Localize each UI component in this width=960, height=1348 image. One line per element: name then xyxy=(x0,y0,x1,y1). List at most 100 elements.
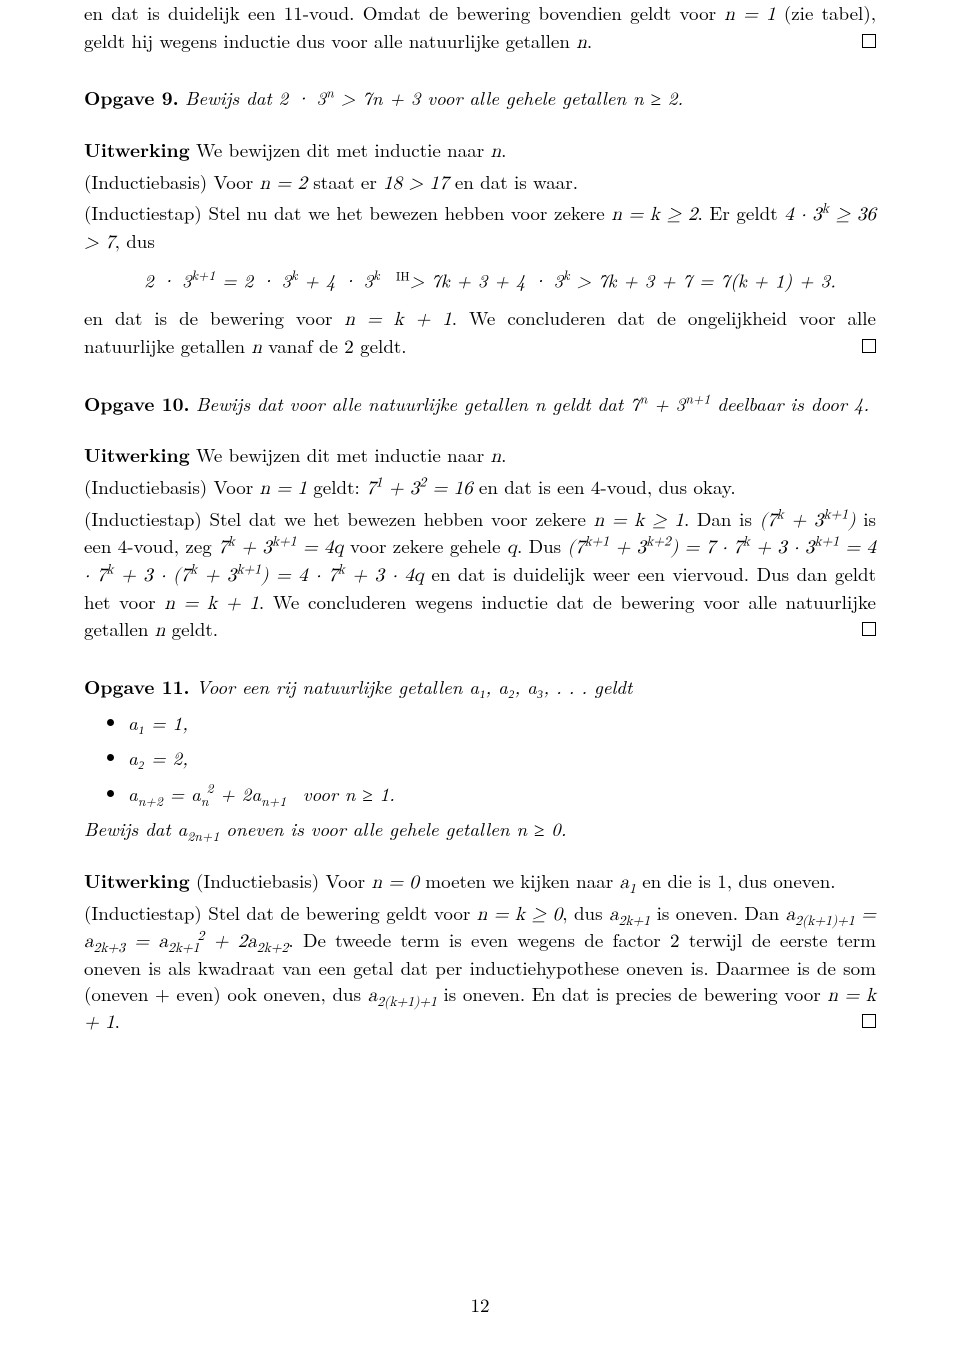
math: n = k ≥ 1 xyxy=(594,511,684,530)
inductiestap: (Inductiestap) Stel dat de bewering geld… xyxy=(84,900,876,1036)
qed-box xyxy=(862,622,876,636)
text: Bewijs dat voor alle natuurlijke getalle… xyxy=(196,390,535,417)
math: n = k ≥ 2 xyxy=(611,205,697,224)
display-equation: 2 · 3k+1 = 2 · 3k + 4 · 3k IH> 7k + 3 + … xyxy=(144,267,876,293)
math: n xyxy=(491,447,502,466)
math: n = k + 1 xyxy=(164,594,259,613)
qed-box xyxy=(862,1014,876,1028)
uitwerking-line: Uitwerking We bewijzen dit met inductie … xyxy=(84,137,876,165)
text: geldt xyxy=(587,673,632,700)
inductiebasis: (Inductiebasis) Voor n = 2 staat er 18 >… xyxy=(84,169,876,197)
text: Voor een rij natuurlijke getallen xyxy=(196,673,469,700)
math: n = k ≥ 0 xyxy=(477,905,562,924)
text: en dat is waar. xyxy=(449,168,578,195)
opgave-10: Opgave 10. Bewijs dat voor alle natuurli… xyxy=(84,391,876,417)
text: (Inductiebasis) Voor xyxy=(84,168,260,195)
math: 71 + 32 = 16 xyxy=(366,479,473,498)
opgave-9-statement: Opgave 9. Bewijs dat 2 · 3n > 7n + 3 voo… xyxy=(84,85,876,111)
text: We bewijzen dit met inductie naar xyxy=(190,136,491,163)
math: a2k+1 xyxy=(609,905,650,924)
sup: n xyxy=(326,83,334,102)
text: voor alle gehele getallen xyxy=(421,84,634,111)
text: voor zekere gehele xyxy=(344,532,507,559)
ih-label: IH xyxy=(396,266,410,284)
math: 18 > 17 xyxy=(383,174,448,193)
text: (Inductiestap) Stel dat de bewering geld… xyxy=(84,899,477,926)
conclusion: en dat is de bewering voor n = k + 1. We… xyxy=(84,305,876,360)
uitwerking-label: Uitwerking xyxy=(84,440,190,468)
text: (Inductiebasis) Voor xyxy=(84,473,260,500)
math: (7k + 3k+1) xyxy=(760,511,856,530)
inductiestap: (Inductiestap) Stel nu dat we het beweze… xyxy=(84,200,876,255)
text: . xyxy=(561,815,567,842)
text: . Dan is xyxy=(684,505,760,532)
text: geldt: xyxy=(307,473,366,500)
text: is oneven. En dat is precies de bewering… xyxy=(437,980,828,1007)
text: (Inductiestap) Stel nu dat we het beweze… xyxy=(84,199,611,226)
text: moeten we kijken naar xyxy=(419,867,620,894)
text: . xyxy=(115,1007,120,1034)
math: 7 xyxy=(630,390,640,417)
text: (Inductiestap) Stel dat we het bewezen h… xyxy=(84,505,594,532)
math: n xyxy=(535,390,546,417)
text: We bewijzen dit met inductie naar xyxy=(190,441,491,468)
opgave-11-list: a₁ = 1, a₂ = 2, an+2 = an2 + 2an+1 voor … xyxy=(128,710,876,807)
math: 7k + 3k+1 = 4q xyxy=(218,538,343,557)
text: staat er xyxy=(307,168,383,195)
opgave-label: Opgave 9. xyxy=(84,83,179,111)
page: en dat is duidelijk een 11-voud. Omdat d… xyxy=(0,0,960,1348)
math: n xyxy=(155,621,166,640)
math: n ≥ 2 xyxy=(633,84,677,111)
text: . xyxy=(587,27,592,54)
math: n = 0 xyxy=(371,873,418,892)
text: oneven is voor alle gehele getallen xyxy=(219,815,516,842)
intro-block: en dat is duidelijk een 11-voud. Omdat d… xyxy=(84,0,876,59)
text: . xyxy=(501,136,506,163)
list-item: a₁ = 1, xyxy=(128,710,876,736)
qed-box xyxy=(862,34,876,48)
text: geldt. xyxy=(165,615,218,642)
uitwerking-line: Uitwerking We bewijzen dit met inductie … xyxy=(84,442,876,470)
qed-box xyxy=(862,339,876,353)
opgave-9-uitwerking: Uitwerking We bewijzen dit met inductie … xyxy=(84,137,876,365)
math: n xyxy=(491,142,502,161)
text: . xyxy=(501,441,506,468)
text: is oneven. Dan xyxy=(650,899,785,926)
uitwerking-label: Uitwerking xyxy=(84,135,190,163)
text: en dat is duidelijk een 11-voud. Omdat d… xyxy=(84,0,724,26)
text: Bewijs dat xyxy=(84,815,178,842)
math: a1 xyxy=(620,873,636,892)
text: vanaf de 2 geldt. xyxy=(262,332,407,359)
math: n = 1 xyxy=(724,5,775,24)
math: > 7n + 3 xyxy=(334,84,421,111)
opgave-11-uitwerking: Uitwerking (Inductiebasis) Voor n = 0 mo… xyxy=(84,868,876,1040)
list-item: an+2 = an2 + 2an+1 voor n ≥ 1. xyxy=(128,781,876,807)
text: en dat is de bewering voor xyxy=(84,304,344,331)
opgave-label: Opgave 10. xyxy=(84,389,190,417)
text: . xyxy=(677,84,683,111)
text: , dus xyxy=(562,899,609,926)
math: a₂ = 2, xyxy=(128,744,188,771)
inductiebasis: (Inductiebasis) Voor n = 1 geldt: 71 + 3… xyxy=(84,474,876,502)
inductiestap: (Inductiestap) Stel dat we het bewezen h… xyxy=(84,506,876,644)
opgave-10-uitwerking: Uitwerking We bewijzen dit met inductie … xyxy=(84,442,876,647)
opgave-label: Opgave 11. xyxy=(84,672,190,700)
text: Bewijs dat xyxy=(185,84,279,111)
math: a2(k+1)+1 xyxy=(368,986,437,1005)
uitwerking-line: Uitwerking (Inductiebasis) Voor n = 0 mo… xyxy=(84,868,876,896)
sup: n+1 xyxy=(685,388,710,407)
math: an+2 = an2 + 2an+1 voor n ≥ 1. xyxy=(128,780,395,807)
list-item: a₂ = 2, xyxy=(128,745,876,771)
opgave-9: Opgave 9. Bewijs dat 2 · 3n > 7n + 3 voo… xyxy=(84,85,876,111)
text: . Dus xyxy=(517,532,568,559)
math: n xyxy=(576,33,587,52)
page-number: 12 xyxy=(0,1292,960,1318)
opgave-11-claim: Bewijs dat a2n+1 oneven is voor alle geh… xyxy=(84,816,876,842)
text: deelbaar is door 4. xyxy=(710,390,869,417)
math: 2 · 3 xyxy=(279,84,327,111)
text: geldt dat xyxy=(545,390,630,417)
opgave-10-statement: Opgave 10. Bewijs dat voor alle natuurli… xyxy=(84,391,876,417)
intro-paragraph: en dat is duidelijk een 11-voud. Omdat d… xyxy=(84,0,876,55)
text: (Inductiebasis) Voor xyxy=(190,867,372,894)
text: . Er geldt xyxy=(697,199,784,226)
